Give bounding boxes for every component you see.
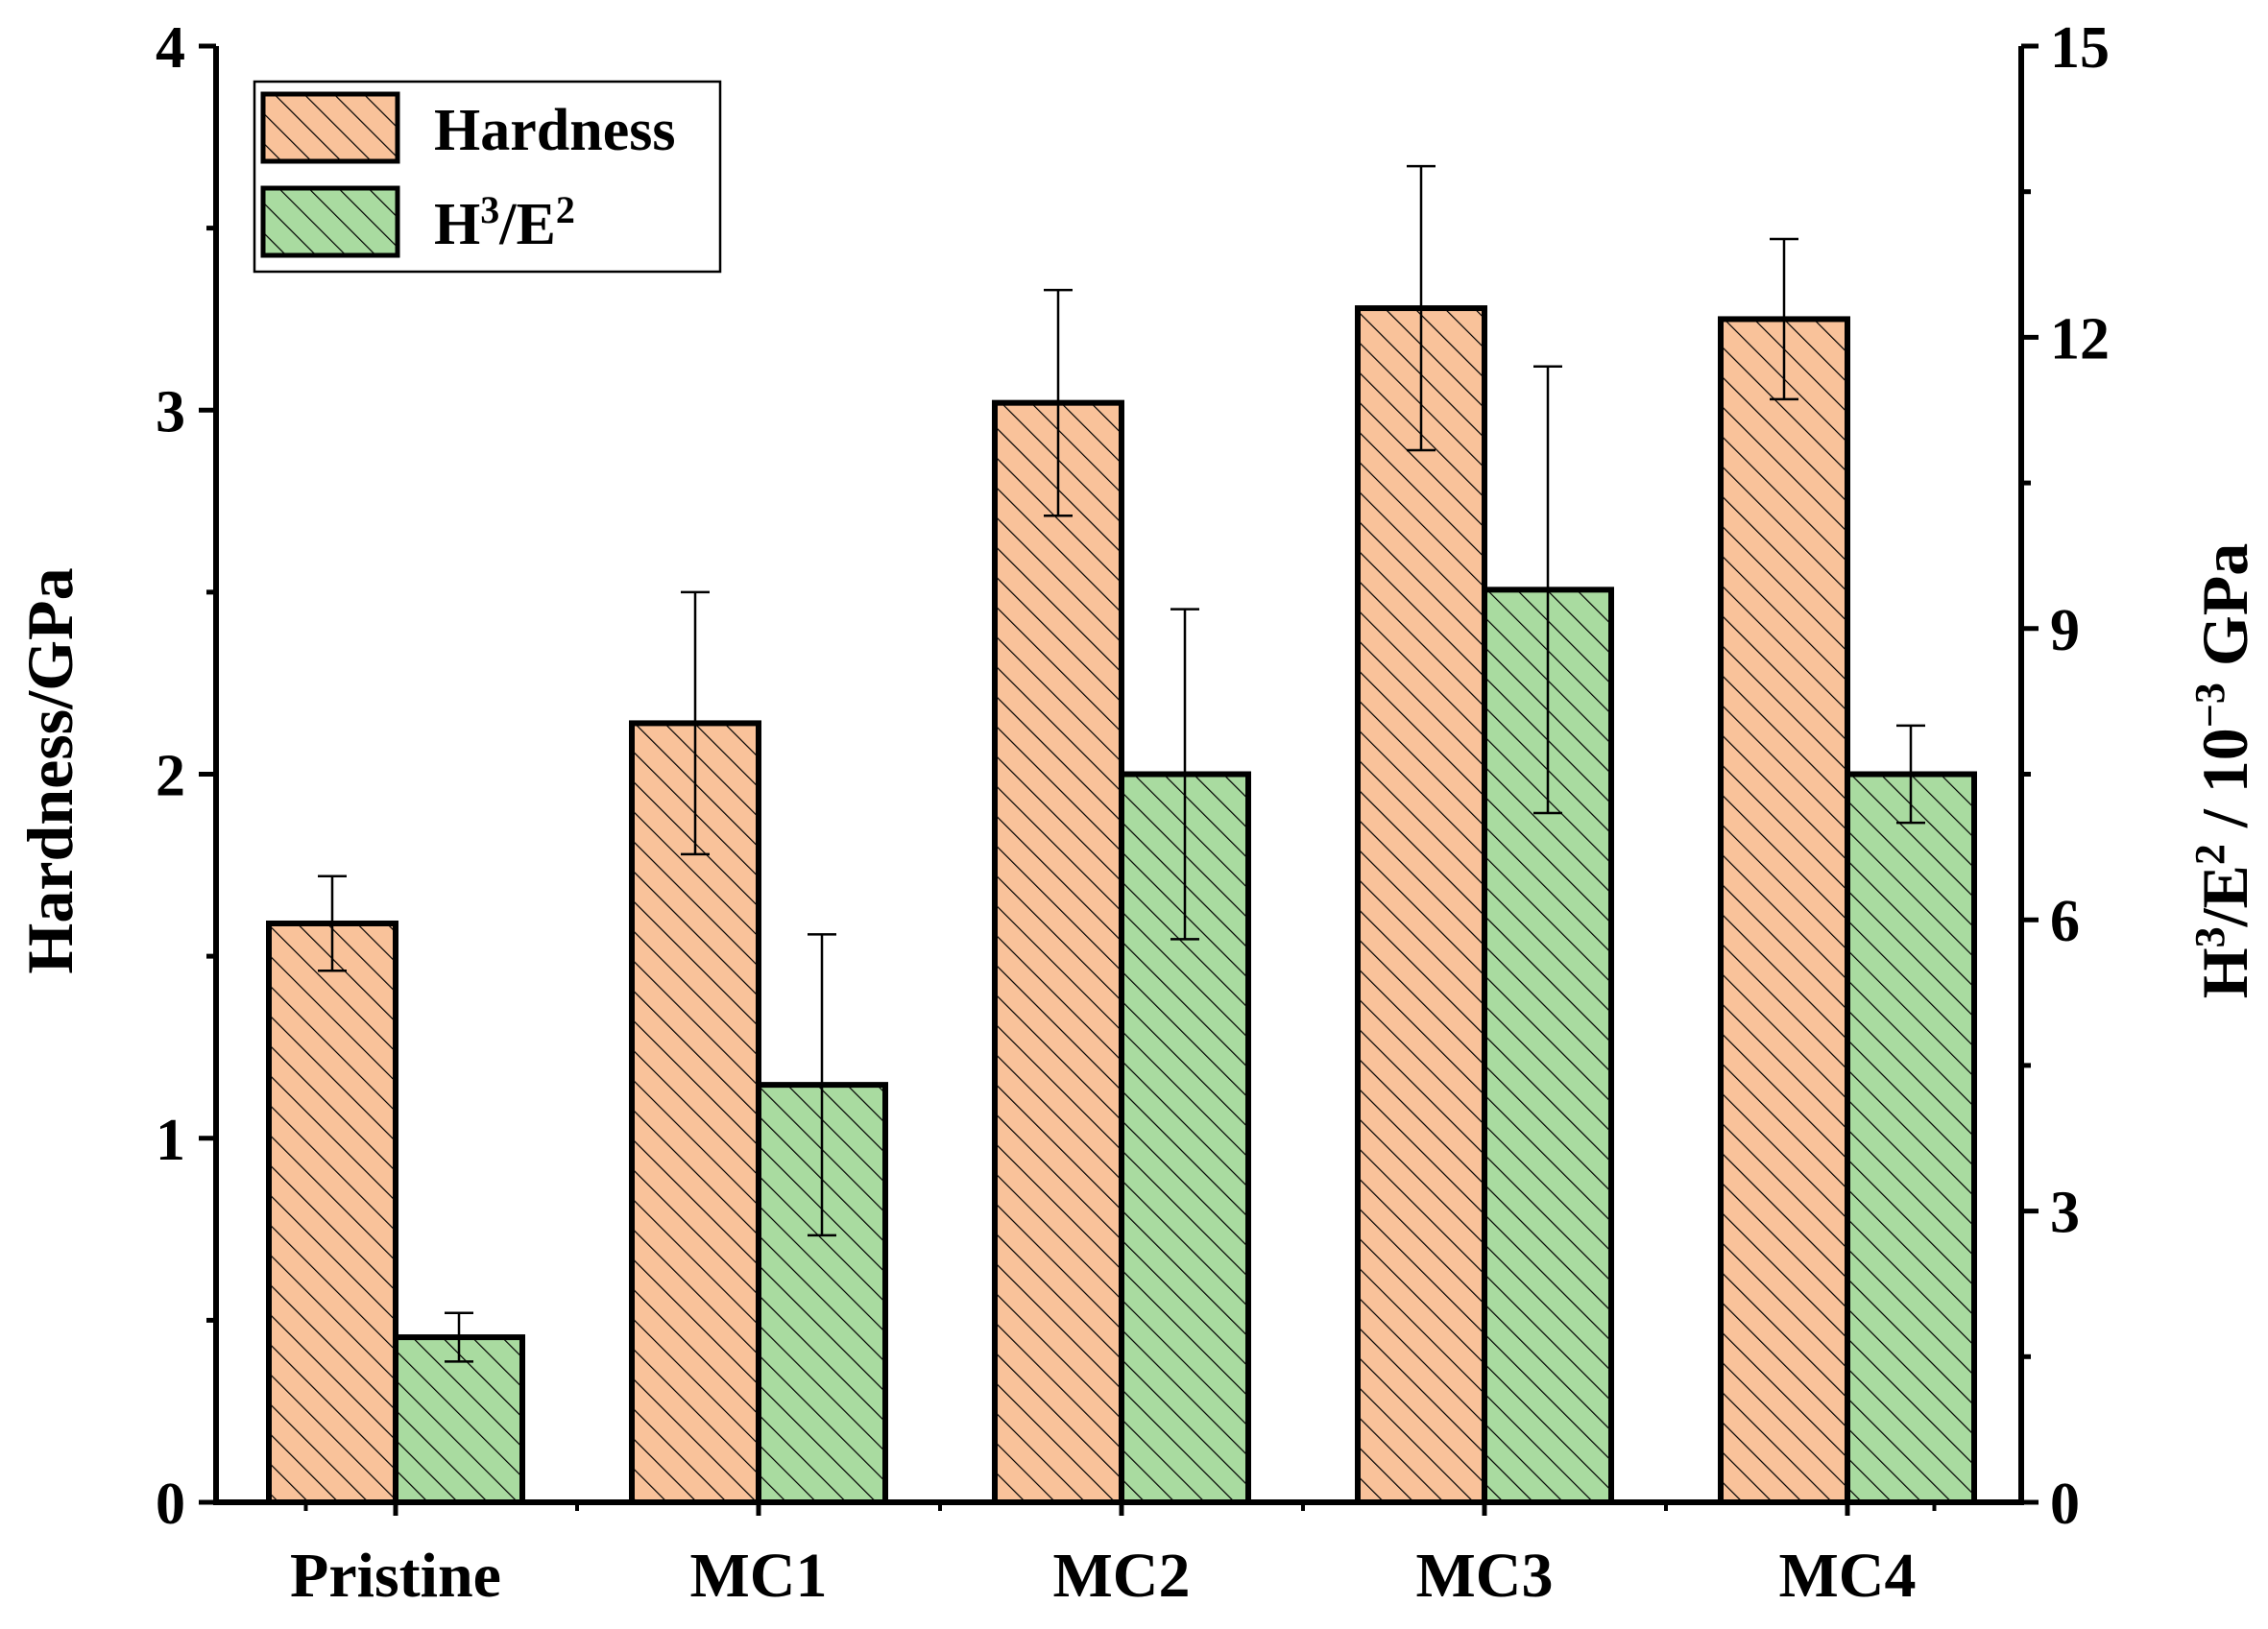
y2-title-sup2: 2 <box>2186 844 2233 865</box>
bar-h3e2-mc4 <box>1845 771 1977 1505</box>
y2-title-sup1: 3 <box>2186 926 2233 947</box>
bars-layer <box>266 305 1977 1506</box>
legend-h3e2-sup2: 2 <box>556 188 575 231</box>
y-tick-label-2: 2 <box>156 744 185 809</box>
y2-tick-label-3: 3 <box>2050 1181 2080 1246</box>
y-tick-label-1: 1 <box>156 1108 185 1173</box>
y2-tick-label-15: 15 <box>2050 15 2110 81</box>
y2-title-unit: GPa <box>2188 543 2261 683</box>
legend-hardness-base: Hardness <box>434 98 675 163</box>
error-bars-layer <box>318 164 1925 1363</box>
legend-h3e2-e: /E <box>498 192 556 257</box>
legend-label-h3e2: H3/E2 <box>434 188 575 258</box>
legend-h3e2-h: H <box>434 192 480 257</box>
x-tick-label-mc2: MC2 <box>1053 1541 1191 1611</box>
x-tick-label-mc3: MC3 <box>1416 1541 1554 1611</box>
bar-hardness-mc2 <box>992 399 1124 1505</box>
bar-hardness-mc3 <box>1355 305 1487 1505</box>
y2-tick-label-6: 6 <box>2050 889 2080 954</box>
y2-title-h: H <box>2188 947 2261 998</box>
y-tick-label-0: 0 <box>156 1472 185 1537</box>
x-tick-label-mc4: MC4 <box>1779 1541 1917 1611</box>
y-axis-title: Hardness/GPa <box>13 567 86 973</box>
x-tick-label-mc1: MC1 <box>690 1541 828 1611</box>
bar-hardness-mc4 <box>1718 316 1850 1505</box>
legend: Hardness H3/E2 <box>253 80 722 274</box>
y2-title-scale: / 10 <box>2188 728 2261 844</box>
y2-title-sup3: −3 <box>2186 683 2233 728</box>
legend-swatch-h3e2 <box>260 185 400 258</box>
legend-label-hardness: Hardness <box>434 98 675 163</box>
bar-h3e2-mc2 <box>1119 771 1251 1505</box>
legend-h3e2-sup1: 3 <box>480 188 499 231</box>
y2-axis-title: H3/E2 / 10−3 GPa <box>2186 543 2262 999</box>
y-tick-label-3: 3 <box>156 379 185 444</box>
y2-tick-label-12: 12 <box>2050 306 2110 371</box>
x-tick-label-pristine: Pristine <box>290 1541 501 1611</box>
bar-hardness-pristine <box>266 920 398 1505</box>
y2-title-e: /E <box>2188 865 2261 927</box>
y2-tick-label-9: 9 <box>2050 598 2080 663</box>
y-tick-label-4: 4 <box>156 15 185 81</box>
y2-tick-label-0: 0 <box>2050 1472 2080 1537</box>
legend-swatch-hardness <box>260 91 400 164</box>
